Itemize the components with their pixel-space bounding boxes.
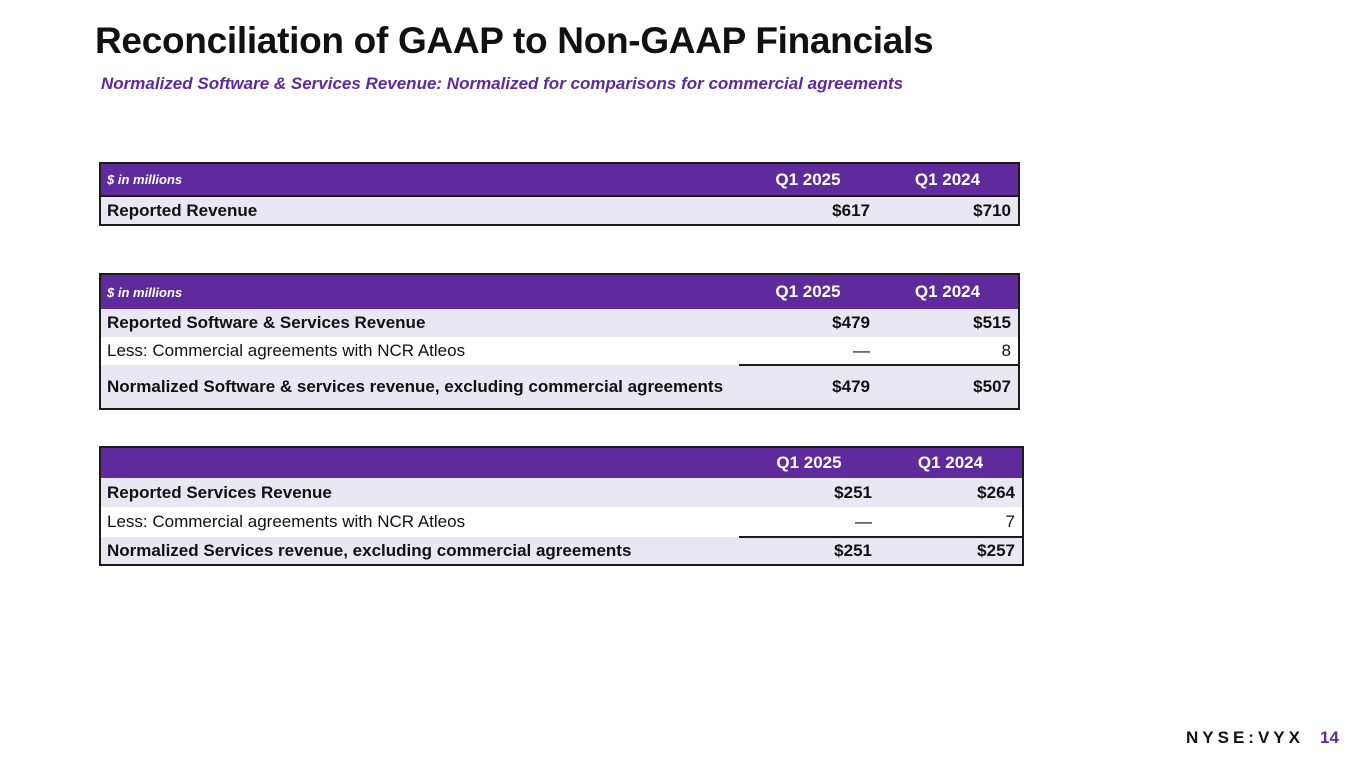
- value-q1-2024: 8: [877, 337, 1019, 365]
- column-header-q1-2025: Q1 2025: [739, 447, 879, 478]
- units-label: $ in millions: [100, 274, 739, 309]
- value-q1-2024: $507: [877, 364, 1019, 409]
- value-q1-2024: $710: [877, 196, 1019, 225]
- row-label: Normalized Services revenue, excluding c…: [100, 537, 739, 565]
- table-row: Reported Revenue $617 $710: [100, 196, 1019, 225]
- column-header-q1-2025: Q1 2025: [739, 274, 877, 309]
- row-label: Reported Revenue: [100, 196, 739, 225]
- software-services-revenue-table: $ in millions Q1 2025 Q1 2024 Reported S…: [99, 273, 1020, 410]
- column-header-q1-2024: Q1 2024: [879, 447, 1023, 478]
- value-q1-2025: $251: [739, 478, 879, 507]
- column-header-q1-2024: Q1 2024: [877, 163, 1019, 197]
- table-row-total: Normalized Software & services revenue, …: [100, 364, 1019, 409]
- column-header-q1-2024: Q1 2024: [877, 274, 1019, 309]
- services-revenue-table: Q1 2025 Q1 2024 Reported Services Revenu…: [99, 446, 1024, 566]
- value-q1-2024: $515: [877, 309, 1019, 337]
- column-header-q1-2025: Q1 2025: [739, 163, 877, 197]
- table-row: Reported Services Revenue $251 $264: [100, 478, 1023, 507]
- table-header-row: $ in millions Q1 2025 Q1 2024: [100, 163, 1019, 197]
- table-header-row: Q1 2025 Q1 2024: [100, 447, 1023, 478]
- value-q1-2024: 7: [879, 507, 1023, 537]
- value-q1-2024: $264: [879, 478, 1023, 507]
- units-label: [100, 447, 739, 478]
- page-title: Reconciliation of GAAP to Non-GAAP Finan…: [95, 20, 934, 61]
- value-q1-2025: $479: [739, 309, 877, 337]
- table-row: Reported Software & Services Revenue $47…: [100, 309, 1019, 337]
- row-label: Reported Software & Services Revenue: [100, 309, 739, 337]
- row-label: Less: Commercial agreements with NCR Atl…: [100, 507, 739, 537]
- row-label: Less: Commercial agreements with NCR Atl…: [100, 337, 739, 365]
- value-q1-2024: $257: [879, 536, 1023, 565]
- value-q1-2025: —: [739, 337, 877, 365]
- reported-revenue-table: $ in millions Q1 2025 Q1 2024 Reported R…: [99, 162, 1020, 226]
- table-row: Less: Commercial agreements with NCR Atl…: [100, 337, 1019, 365]
- exchange-ticker: NYSE:VYX: [1186, 728, 1304, 747]
- table-row: Less: Commercial agreements with NCR Atl…: [100, 507, 1023, 537]
- units-label: $ in millions: [100, 163, 739, 197]
- page-number: 14: [1320, 728, 1339, 747]
- value-q1-2025: —: [739, 507, 879, 537]
- value-q1-2025: $479: [739, 364, 877, 409]
- value-q1-2025: $617: [739, 196, 877, 225]
- table-header-row: $ in millions Q1 2025 Q1 2024: [100, 274, 1019, 309]
- value-q1-2025: $251: [739, 536, 879, 565]
- page-subtitle: Normalized Software & Services Revenue: …: [101, 74, 904, 93]
- table-row-total: Normalized Services revenue, excluding c…: [100, 536, 1023, 565]
- row-label: Normalized Software & services revenue, …: [100, 365, 739, 409]
- row-label: Reported Services Revenue: [100, 478, 739, 507]
